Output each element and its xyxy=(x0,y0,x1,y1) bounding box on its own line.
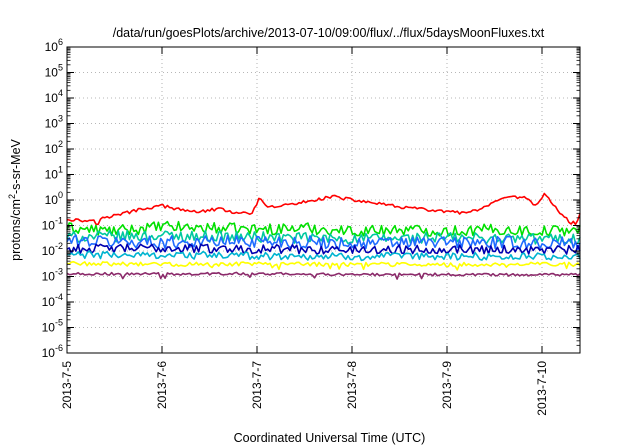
x-tick-label: 2013-7-5 xyxy=(60,361,74,409)
y-tick-label: 102 xyxy=(45,139,63,156)
series-line-8 xyxy=(66,271,581,280)
y-axis-label: protons/cm2-s-sr-MeV xyxy=(7,138,23,260)
y-tick-label: 10-6 xyxy=(42,343,63,360)
y-tick-label: 103 xyxy=(45,114,63,131)
x-tick-label: 2013-7-6 xyxy=(155,361,169,409)
y-tick-label: 100 xyxy=(45,190,63,207)
series-group xyxy=(66,192,581,280)
y-tick-label: 101 xyxy=(45,165,63,182)
y-axis-label-sup: 2 xyxy=(7,194,17,199)
y-tick-labels: 10-6 10-5 10-4 10-3 10-2 10-1 100 101 102 103 104 1… xyxy=(42,37,63,360)
chart-title: /data/run/goesPlots/archive/2013-07-10/0… xyxy=(113,26,545,40)
y-axis-label-prefix: protons/cm xyxy=(9,199,23,261)
axis-ticks xyxy=(66,46,580,354)
x-tick-label: 2013-7-9 xyxy=(440,361,454,409)
y-tick-label: 10-2 xyxy=(42,241,63,258)
x-tick-label: 2013-7-8 xyxy=(345,361,359,409)
y-tick-label: 105 xyxy=(45,63,63,80)
y-axis-label-suffix: -s-sr-MeV xyxy=(9,138,23,194)
x-tick-label: 2013-7-7 xyxy=(250,361,264,409)
series-line-6 xyxy=(66,250,581,262)
y-tick-label: 10-4 xyxy=(42,292,63,309)
y-tick-label: 106 xyxy=(45,37,63,54)
x-tick-labels: 2013-7-5 2013-7-6 2013-7-7 2013-7-8 2013-7-9… xyxy=(60,361,549,416)
series-line-5 xyxy=(66,243,581,255)
y-tick-label: 10-5 xyxy=(42,318,63,335)
x-tick-label: 2013-7-10 xyxy=(535,361,549,416)
y-tick-label: 10-3 xyxy=(42,267,63,284)
y-tick-label: 104 xyxy=(45,88,63,105)
series-line-1 xyxy=(66,192,581,226)
series-line-2 xyxy=(66,220,581,237)
series-line-7 xyxy=(66,261,581,271)
series-line-3 xyxy=(66,229,581,245)
y-tick-label: 10-1 xyxy=(42,216,63,233)
x-axis-label: Coordinated Universal Time (UTC) xyxy=(234,431,426,445)
